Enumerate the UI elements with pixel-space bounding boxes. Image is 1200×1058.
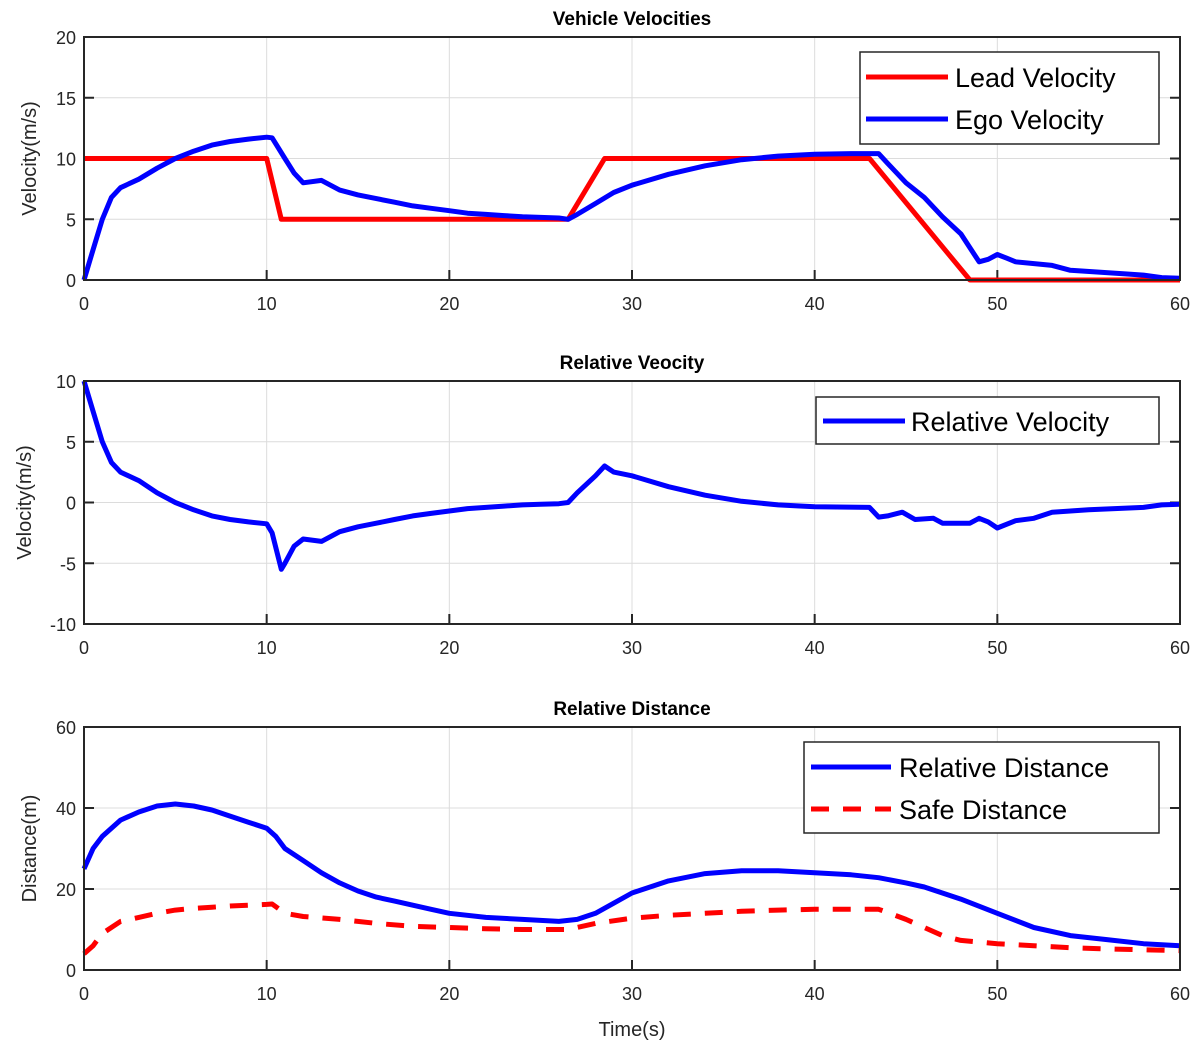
y-tick-label: 10 xyxy=(56,150,76,170)
series-line-relative-distance xyxy=(81,801,1181,949)
axes-box xyxy=(83,726,1181,971)
x-tick-label: 10 xyxy=(257,984,277,1004)
legend-entry: Relative Velocity xyxy=(911,407,1110,437)
x-tick-label: 50 xyxy=(987,638,1007,658)
chart-title: Vehicle Velocities xyxy=(553,9,711,30)
subplot-1: 0 10 20 30 40 50 60 0 5 10 15 20 Vehicle Velocities V… xyxy=(19,9,1190,314)
y-axis-label: Velocity(m/s) xyxy=(14,445,36,559)
y-axis-label: Distance(m) xyxy=(19,795,41,903)
x-tick-label: 0 xyxy=(79,638,89,658)
y-tick-label: 20 xyxy=(56,28,76,48)
series-line-ego-velocity xyxy=(81,134,1181,281)
y-axis-label: Velocity(m/s) xyxy=(19,101,41,215)
legend-box xyxy=(803,741,1160,834)
x-tick-label: 50 xyxy=(987,294,1007,314)
series-line-relative-velocity xyxy=(81,380,1181,572)
chart-title: Relative Distance xyxy=(553,699,710,720)
x-tick-label: 30 xyxy=(622,984,642,1004)
axes-box xyxy=(83,36,1181,281)
x-axis-label: Time(s) xyxy=(598,1019,665,1041)
x-tick-label: 60 xyxy=(1170,638,1190,658)
x-tick-label: 30 xyxy=(622,294,642,314)
legend-entry: Lead Velocity xyxy=(955,63,1116,93)
x-tick-label: 10 xyxy=(257,638,277,658)
x-tick-label: 50 xyxy=(987,984,1007,1004)
legend: Relative Distance Safe Distance xyxy=(803,741,1160,834)
y-tick-label: 5 xyxy=(66,433,76,453)
x-tick-label: 0 xyxy=(79,984,89,1004)
y-tick-label: 20 xyxy=(56,880,76,900)
legend-box xyxy=(859,51,1160,145)
y-tick-label: 40 xyxy=(56,799,76,819)
axes-box xyxy=(83,380,1181,625)
y-tick-label: 0 xyxy=(66,494,76,514)
y-tick-label: 15 xyxy=(56,89,76,109)
series-line-safe-distance xyxy=(82,901,1181,956)
x-tick-label: 40 xyxy=(805,638,825,658)
legend-entry: Ego Velocity xyxy=(955,105,1104,135)
legend: Lead Velocity Ego Velocity xyxy=(859,51,1160,145)
x-tick-label: 20 xyxy=(439,294,459,314)
legend-entry: Safe Distance xyxy=(899,795,1067,825)
x-tick-label: 40 xyxy=(805,294,825,314)
legend-entry: Relative Distance xyxy=(899,753,1109,783)
x-tick-label: 20 xyxy=(439,984,459,1004)
x-tick-label: 10 xyxy=(257,294,277,314)
y-tick-label: 60 xyxy=(56,718,76,738)
x-tick-label: 60 xyxy=(1170,984,1190,1004)
y-tick-label: 0 xyxy=(66,961,76,981)
subplot-2: 0 10 20 30 40 50 60 -10 -5 0 5 10 Relative Veocity Ve… xyxy=(14,353,1190,658)
y-tick-label: -10 xyxy=(50,615,76,635)
x-tick-label: 0 xyxy=(79,294,89,314)
y-tick-label: 5 xyxy=(66,210,76,230)
series-line-lead-velocity xyxy=(84,156,1180,283)
y-tick-label: 10 xyxy=(56,372,76,392)
x-tick-label: 60 xyxy=(1170,294,1190,314)
y-tick-label: 0 xyxy=(66,271,76,291)
x-tick-label: 40 xyxy=(805,984,825,1004)
legend: Relative Velocity xyxy=(815,396,1160,445)
x-tick-label: 30 xyxy=(622,638,642,658)
x-tick-label: 20 xyxy=(439,638,459,658)
y-tick-label: -5 xyxy=(60,554,76,574)
chart-title: Relative Veocity xyxy=(560,353,705,374)
subplot-3: 0 10 20 30 40 50 60 0 20 40 60 Relative Distance Dis… xyxy=(19,699,1190,1041)
